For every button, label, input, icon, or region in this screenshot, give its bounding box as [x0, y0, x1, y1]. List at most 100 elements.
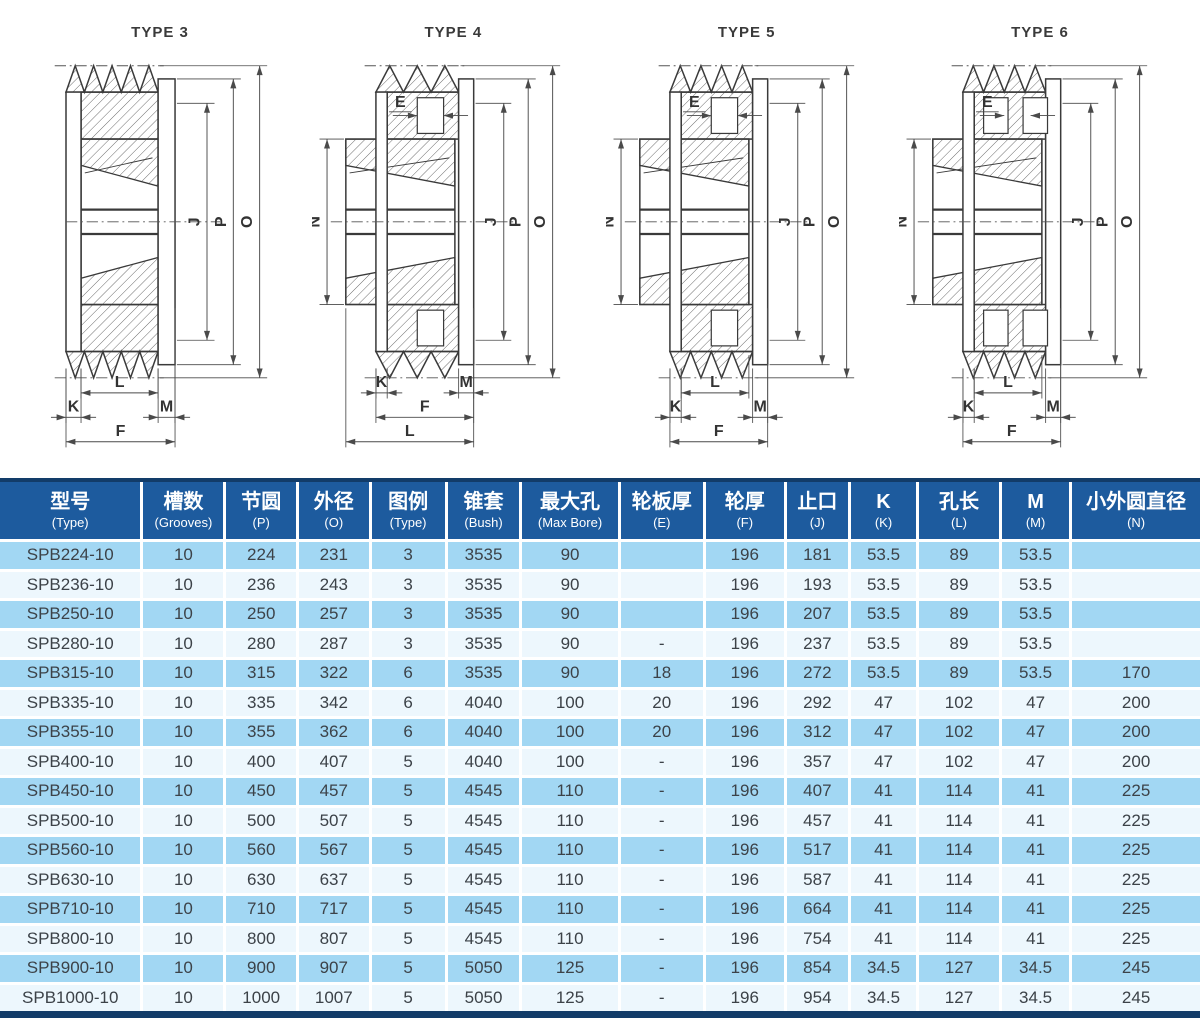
table-cell: 53.5 [849, 658, 919, 690]
table-cell: 196 [704, 540, 787, 572]
header-en: (Grooves) [154, 515, 213, 531]
table-cell: 53.5 [849, 629, 919, 660]
table-cell: SPB710-10 [0, 894, 144, 926]
table-cell: 100 [520, 747, 621, 778]
header-zh: 止口 [797, 491, 838, 514]
dim-label-P: P [1095, 216, 1112, 227]
table-cell: 34.5 [1000, 983, 1073, 1011]
header-zh: 槽数 [163, 491, 204, 514]
table-cell: 110 [520, 865, 621, 896]
table-cell: 10 [141, 806, 227, 837]
table-cell: 322 [297, 658, 372, 690]
pulley-drawing: JPO N E L K M F [899, 63, 1148, 448]
table-cell: 3535 [446, 540, 523, 572]
header-cell-1: 槽数 (Grooves) [141, 482, 227, 542]
dim-label-N: N [312, 216, 324, 228]
table-cell: 102 [917, 717, 1002, 749]
diagram-title: TYPE 4 [424, 24, 483, 41]
table-cell: 10 [141, 924, 227, 955]
table-cell: 20 [619, 688, 706, 719]
table-cell: 90 [520, 599, 621, 631]
table-cell: SPB450-10 [0, 776, 144, 808]
table-cell: 47 [1000, 688, 1073, 719]
table-cell: 10 [141, 747, 227, 778]
table-cell: 34.5 [849, 983, 919, 1011]
table-cell: 10 [141, 776, 227, 808]
table-cell: 110 [520, 806, 621, 837]
table-cell: 5 [370, 924, 448, 955]
table-cell: 357 [785, 747, 852, 778]
dim-label-K: K [669, 399, 681, 416]
table-cell [1070, 570, 1200, 601]
dim-label-M: M [753, 399, 766, 416]
table-cell: SPB280-10 [0, 629, 144, 660]
pulley-drawing: J P O L K M F [50, 63, 268, 448]
table-cell: 90 [520, 570, 621, 601]
dim-label-K: K [963, 399, 975, 416]
header-zh: 轮厚 [724, 491, 765, 514]
dim-label-M: M [160, 399, 173, 416]
header-cell-13: 小外圆直径 (N) [1070, 482, 1200, 542]
table-cell: 6 [370, 658, 448, 690]
table-cell: - [619, 806, 706, 837]
table-row: SPB280-10 10 280 287 3 3535 90-196 237 53.5 89 53.… [0, 629, 1200, 660]
table-row: SPB500-10 10 500 507 5 4545 110-196 457 41 114 41 2… [0, 806, 1200, 837]
table-cell: 4040 [446, 747, 523, 778]
table-cell: 4545 [446, 776, 523, 808]
table-cell: 196 [704, 894, 787, 926]
table-cell: - [619, 953, 706, 985]
table-cell: 10 [141, 865, 227, 896]
table-cell: 114 [917, 776, 1002, 808]
diagram-title: TYPE 6 [1011, 24, 1069, 41]
table-cell: 89 [917, 658, 1002, 690]
dim-label-J: J [186, 217, 203, 226]
header-en: (Type) [51, 515, 89, 531]
table-cell: 41 [849, 924, 919, 955]
table-cell: 102 [917, 747, 1002, 778]
table-cell: 34.5 [849, 953, 919, 985]
header-cell-6: 最大孔 (Max Bore) [520, 482, 621, 542]
header-cell-8: 轮厚 (F) [704, 482, 787, 542]
table-cell: - [619, 894, 706, 926]
table-row: SPB800-10 10 800 807 5 4545 110-196 754 41 114 41 2… [0, 924, 1200, 955]
table-cell: SPB355-10 [0, 717, 144, 749]
table-cell [1070, 629, 1200, 660]
diagram-title: TYPE 5 [717, 24, 776, 41]
dim-label-L: L [405, 423, 415, 440]
table-cell: 4040 [446, 717, 523, 749]
table-cell: SPB250-10 [0, 599, 144, 631]
table-cell: 225 [1070, 776, 1200, 808]
table-cell: 231 [297, 540, 372, 572]
pulley-diagram-5: TYPE 5 JPO N E L K M F [601, 10, 893, 478]
table-row: SPB400-10 10 400 407 5 4040 100-196 357 47 102 47 2… [0, 747, 1200, 778]
table-cell: 717 [297, 894, 372, 926]
header-zh: 图例 [388, 491, 429, 514]
table-cell: 3 [370, 629, 448, 660]
table-cell: - [619, 835, 706, 867]
table-row: SPB224-10 10 224 231 3 3535 90 196 181 53.5 89 53.5 [0, 540, 1200, 572]
header-en: (E) [653, 515, 671, 531]
dim-label-N: N [606, 216, 618, 228]
table-cell: 53.5 [1000, 570, 1073, 601]
table-cell: 125 [520, 953, 621, 985]
table-cell: 53.5 [1000, 629, 1073, 660]
table-cell: SPB560-10 [0, 835, 144, 867]
table-row: SPB335-10 10 335 342 6 4040 100 20 196 292 47 102 47… [0, 688, 1200, 719]
spec-table: 型号 (Type) 槽数 (Grooves) 节圆 (P) 外径 (O) 图例 (Type) 锥套(… [0, 482, 1200, 1011]
dim-label-K: K [376, 374, 388, 391]
table-cell: 457 [785, 806, 852, 837]
table-cell: 196 [704, 570, 787, 601]
table-cell: 90 [520, 658, 621, 690]
table-cell: 6 [370, 717, 448, 749]
dim-label-E: E [395, 94, 406, 111]
table-cell: 5050 [446, 983, 523, 1011]
table-cell: 196 [704, 865, 787, 896]
table-cell: 196 [704, 629, 787, 660]
table-cell: 224 [224, 540, 299, 572]
table-cell: 3535 [446, 629, 523, 660]
table-cell: 4545 [446, 894, 523, 926]
header-zh: M [1027, 491, 1044, 514]
dim-label-E: E [689, 94, 700, 111]
table-cell: 196 [704, 983, 787, 1011]
